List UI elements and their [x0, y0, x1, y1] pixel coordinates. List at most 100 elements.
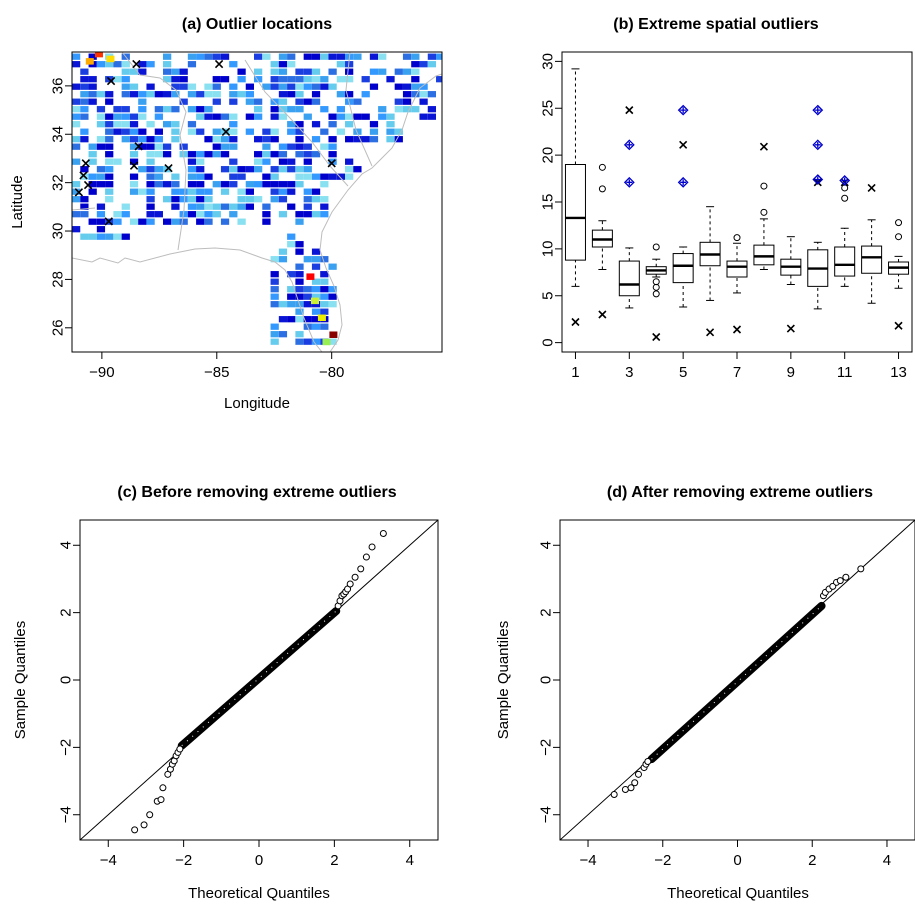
flier-point: [841, 194, 849, 202]
heatmap-cell: [345, 166, 354, 173]
heatmap-cell: [88, 143, 97, 150]
heatmap-cell: [171, 196, 180, 203]
heatmap-cell: [287, 166, 296, 173]
heatmap-cell: [96, 226, 106, 233]
heatmap-cell: [287, 128, 296, 135]
panel-b-xtick-label: 7: [733, 364, 741, 381]
heatmap-cell: [311, 91, 321, 98]
heatmap-cell: [419, 61, 428, 68]
panel-c-ytick-label: 2: [58, 608, 75, 616]
heatmap-cell: [229, 211, 238, 218]
heatmap-cell: [129, 143, 139, 150]
heatmap-cell: [154, 211, 163, 218]
flier-point: [652, 243, 660, 251]
heatmap-cell: [72, 53, 81, 60]
heatmap-cell: [105, 233, 114, 240]
box-iqr: [672, 253, 694, 284]
flagged-outlier-marker: [677, 104, 689, 116]
panel-b-ytick-label: 30: [540, 53, 557, 70]
heatmap-cell: [328, 83, 337, 90]
panel-b-ytick-label: 25: [540, 100, 557, 117]
heatmap-cell: [171, 106, 180, 113]
heatmap-cell: [121, 136, 130, 143]
extreme-outlier-marker: [732, 325, 742, 334]
coastline-outline: [72, 52, 442, 352]
heatmap-cell: [411, 83, 420, 90]
flagged-outlier-marker: [812, 174, 824, 185]
heatmap-cell: [311, 338, 321, 345]
heatmap-cell: [212, 83, 221, 90]
heatmap-cell: [254, 151, 263, 158]
qq-before-points: [80, 520, 438, 840]
heatmap-cell: [278, 143, 288, 150]
heatmap-cell: [146, 218, 155, 225]
heatmap-cell: [402, 83, 412, 90]
panel-b-title: (b) Extreme spatial outliers: [613, 16, 818, 33]
heatmap-cell: [105, 98, 114, 105]
heatmap-cell: [245, 203, 254, 210]
heatmap-cell: [105, 151, 114, 158]
heatmap-cell: [96, 181, 106, 188]
panel-d-xtick-label: −2: [654, 852, 671, 869]
heatmap-cell: [262, 83, 271, 90]
panel-c-title: (c) Before removing extreme outliers: [117, 484, 396, 501]
heatmap-cell: [171, 76, 180, 83]
heatmap-cell: [394, 106, 403, 113]
heatmap-cell: [270, 83, 279, 90]
heatmap-cell: [105, 91, 114, 98]
heatmap-cell: [295, 128, 304, 135]
heatmap-cell: [303, 316, 312, 323]
heatmap-cell: [220, 166, 230, 173]
box-iqr: [726, 260, 748, 278]
heatmap-cell: [146, 173, 155, 180]
heatmap-cell: [303, 68, 312, 75]
panel-a-ytick-label: 30: [50, 223, 67, 240]
heatmap-cell: [336, 106, 345, 113]
heatmap-cell: [121, 121, 130, 128]
heatmap-cell: [187, 173, 197, 180]
heatmap-cell: [419, 91, 428, 98]
panel-d-ytick-label: −2: [538, 739, 555, 756]
heatmap-cell: [311, 68, 321, 75]
heatmap-cell: [394, 68, 403, 75]
heatmap-cell: [187, 158, 197, 165]
heatmap-cell: [419, 83, 428, 90]
box-iqr: [618, 260, 640, 297]
outlier-marker: [134, 142, 143, 151]
heatmap-cell: [88, 158, 97, 165]
boxplot-6: [699, 206, 721, 337]
outlier-marker: [132, 59, 141, 69]
heatmap-cell: [270, 113, 279, 120]
heatmap-cell: [229, 173, 238, 180]
heatmap-cell: [146, 166, 155, 173]
heatmap-cell: [80, 233, 89, 240]
heatmap-cell: [204, 113, 213, 120]
heatmap-cell: [229, 128, 238, 135]
heatmap-cell: [129, 158, 139, 165]
heatmap-cell: [72, 143, 81, 150]
panel-a-xtick-label: −90: [89, 364, 114, 381]
heatmap-cell: [336, 113, 345, 120]
heatmap-cell: [179, 83, 188, 90]
heatmap-cell: [96, 211, 106, 218]
heatmap-cell: [295, 143, 304, 150]
qq-point: [644, 758, 652, 766]
heatmap-cell: [320, 83, 329, 90]
heatmap-cell: [113, 128, 122, 135]
heatmap-cell: [361, 136, 370, 143]
heatmap-cell: [212, 91, 221, 98]
heatmap-cell: [427, 53, 437, 60]
heatmap-cell: [353, 53, 362, 60]
heatmap-cell: [402, 106, 412, 113]
heatmap-cell: [229, 83, 238, 90]
heatmap-cell: [328, 143, 337, 150]
panel-b-frame: [561, 51, 913, 353]
heatmap-cell: [138, 218, 147, 225]
heatmap-cell: [96, 136, 106, 143]
heatmap-cell: [187, 91, 197, 98]
heatmap-cell: [220, 53, 230, 60]
heatmap-cell: [320, 323, 329, 330]
extreme-outlier-marker: [571, 317, 580, 327]
heatmap-cell: [212, 113, 221, 120]
